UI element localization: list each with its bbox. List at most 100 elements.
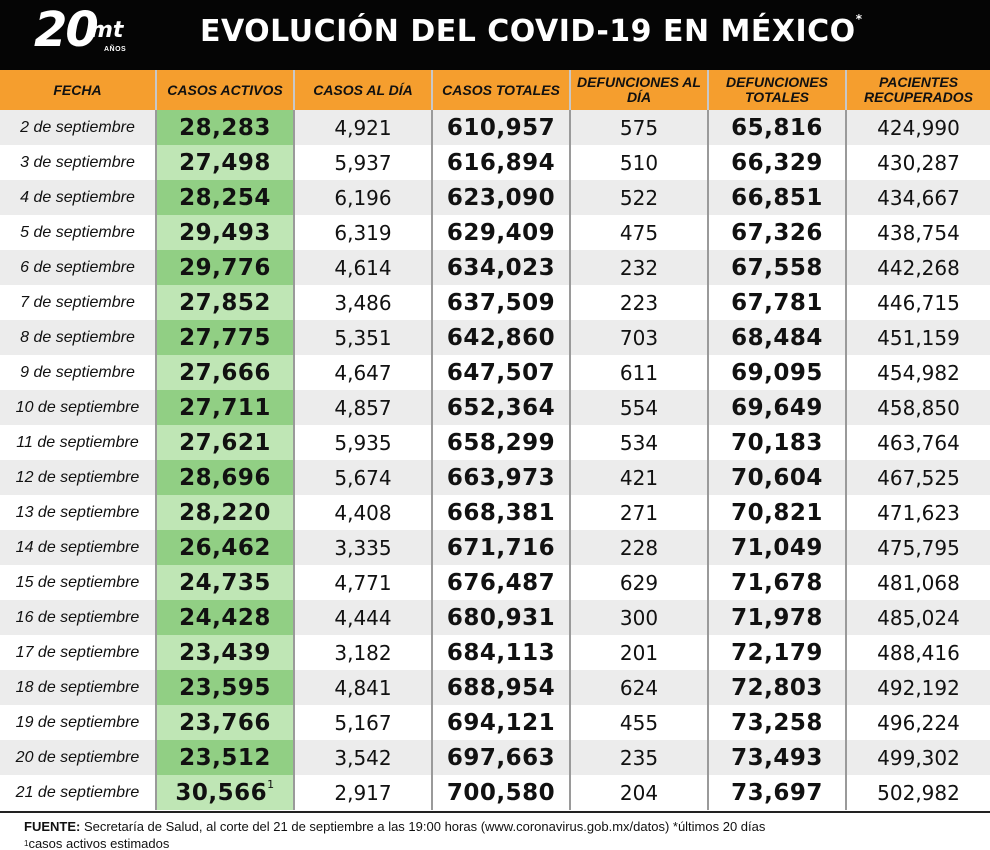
date-cell: 6 de septiembre xyxy=(0,250,156,285)
active-cases-cell: 28,220 xyxy=(155,495,294,530)
table-row: 6 de septiembre 29,776 4,614 634,023 232 67,5… xyxy=(0,250,990,285)
estimate-mark: 1 xyxy=(267,777,275,791)
page-title: EVOLUCIÓN DEL COVID-19 EN MÉXICO* xyxy=(200,12,863,49)
table-row: 5 de septiembre 29,493 6,319 629,409 475 67,3… xyxy=(0,215,990,250)
table-row: 4 de septiembre 28,254 6,196 623,090 522 66,8… xyxy=(0,180,990,215)
active-cases-cell: 27,498 xyxy=(155,145,294,180)
total-deaths-cell: 68,484 xyxy=(707,320,846,355)
total-cases-cell: 688,954 xyxy=(431,670,570,705)
recovered-cell: 463,764 xyxy=(845,425,990,460)
active-cases-cell: 28,283 xyxy=(155,110,294,145)
daily-deaths-cell: 475 xyxy=(569,215,708,250)
recovered-cell: 467,525 xyxy=(845,460,990,495)
source-label: FUENTE: xyxy=(24,819,81,834)
active-cases-cell: 29,776 xyxy=(155,250,294,285)
daily-cases-cell: 6,196 xyxy=(293,180,432,215)
total-cases-cell: 634,023 xyxy=(431,250,570,285)
total-cases-cell: 610,957 xyxy=(431,110,570,145)
date-cell: 11 de septiembre xyxy=(0,425,156,460)
recovered-cell: 442,268 xyxy=(845,250,990,285)
recovered-cell: 488,416 xyxy=(845,635,990,670)
table-row: 10 de septiembre 27,711 4,857 652,364 554 69,… xyxy=(0,390,990,425)
logo-subtext: AÑOS xyxy=(104,46,127,53)
date-cell: 13 de septiembre xyxy=(0,495,156,530)
table-row: 14 de septiembre 26,462 3,335 671,716 228 71,… xyxy=(0,530,990,565)
active-cases-cell: 28,254 xyxy=(155,180,294,215)
daily-cases-cell: 5,167 xyxy=(293,705,432,740)
recovered-cell: 481,068 xyxy=(845,565,990,600)
recovered-cell: 492,192 xyxy=(845,670,990,705)
column-header: DEFUNCIONES AL DÍA xyxy=(569,70,708,110)
table-row: 18 de septiembre 23,595 4,841 688,954 624 72,… xyxy=(0,670,990,705)
total-deaths-cell: 73,258 xyxy=(707,705,846,740)
recovered-cell: 499,302 xyxy=(845,740,990,775)
column-header: CASOS AL DÍA xyxy=(293,70,432,110)
daily-cases-cell: 5,351 xyxy=(293,320,432,355)
total-cases-cell: 642,860 xyxy=(431,320,570,355)
daily-cases-cell: 3,182 xyxy=(293,635,432,670)
recovered-cell: 451,159 xyxy=(845,320,990,355)
active-cases-cell: 27,666 xyxy=(155,355,294,390)
daily-cases-cell: 6,319 xyxy=(293,215,432,250)
date-cell: 16 de septiembre xyxy=(0,600,156,635)
column-header: PACIENTES RECUPERADOS xyxy=(845,70,990,110)
table-row: 20 de septiembre 23,512 3,542 697,663 235 73,… xyxy=(0,740,990,775)
recovered-cell: 485,024 xyxy=(845,600,990,635)
daily-deaths-cell: 611 xyxy=(569,355,708,390)
table-row: 19 de septiembre 23,766 5,167 694,121 455 73,… xyxy=(0,705,990,740)
total-cases-cell: 680,931 xyxy=(431,600,570,635)
date-cell: 9 de septiembre xyxy=(0,355,156,390)
daily-cases-cell: 4,647 xyxy=(293,355,432,390)
total-cases-cell: 697,663 xyxy=(431,740,570,775)
table-row: 17 de septiembre 23,439 3,182 684,113 201 72,… xyxy=(0,635,990,670)
date-cell: 3 de septiembre xyxy=(0,145,156,180)
total-deaths-cell: 67,326 xyxy=(707,215,846,250)
total-deaths-cell: 73,493 xyxy=(707,740,846,775)
daily-deaths-cell: 271 xyxy=(569,495,708,530)
table-row: 16 de septiembre 24,428 4,444 680,931 300 71,… xyxy=(0,600,990,635)
table-row: 13 de septiembre 28,220 4,408 668,381 271 70,… xyxy=(0,495,990,530)
active-cases-cell: 24,735 xyxy=(155,565,294,600)
total-deaths-cell: 70,183 xyxy=(707,425,846,460)
table-row: 15 de septiembre 24,735 4,771 676,487 629 71,… xyxy=(0,565,990,600)
daily-deaths-cell: 554 xyxy=(569,390,708,425)
active-cases-cell: 29,493 xyxy=(155,215,294,250)
total-cases-cell: 647,507 xyxy=(431,355,570,390)
date-cell: 2 de septiembre xyxy=(0,110,156,145)
daily-deaths-cell: 228 xyxy=(569,530,708,565)
source-line: FUENTE: Secretaría de Salud, al corte de… xyxy=(24,818,990,835)
daily-deaths-cell: 201 xyxy=(569,635,708,670)
date-cell: 7 de septiembre xyxy=(0,285,156,320)
recovered-cell: 475,795 xyxy=(845,530,990,565)
daily-deaths-cell: 629 xyxy=(569,565,708,600)
daily-deaths-cell: 232 xyxy=(569,250,708,285)
table-row: 12 de septiembre 28,696 5,674 663,973 421 70,… xyxy=(0,460,990,495)
date-cell: 19 de septiembre xyxy=(0,705,156,740)
daily-deaths-cell: 510 xyxy=(569,145,708,180)
daily-cases-cell: 4,771 xyxy=(293,565,432,600)
active-cases-cell: 28,696 xyxy=(155,460,294,495)
total-deaths-cell: 70,604 xyxy=(707,460,846,495)
active-cases-cell: 24,428 xyxy=(155,600,294,635)
daily-cases-cell: 4,444 xyxy=(293,600,432,635)
column-header: DEFUNCIONES TOTALES xyxy=(707,70,846,110)
total-deaths-cell: 69,095 xyxy=(707,355,846,390)
logo-number: 20 xyxy=(34,2,99,58)
daily-cases-cell: 5,937 xyxy=(293,145,432,180)
source-text: Secretaría de Salud, al corte del 21 de … xyxy=(80,819,766,834)
date-cell: 5 de septiembre xyxy=(0,215,156,250)
active-cases-cell: 23,439 xyxy=(155,635,294,670)
table-header-row: FECHA CASOS ACTIVOS CASOS AL DÍA CASOS TOTA… xyxy=(0,70,990,110)
milenio-tiempo-logo: 20 mt AÑOS xyxy=(30,2,140,64)
note-mark: 1 xyxy=(24,839,29,848)
date-cell: 18 de septiembre xyxy=(0,670,156,705)
note-text: casos activos estimados xyxy=(28,836,170,850)
total-cases-cell: 652,364 xyxy=(431,390,570,425)
active-cases-cell: 23,766 xyxy=(155,705,294,740)
footer-note: FUENTE: Secretaría de Salud, al corte de… xyxy=(0,811,990,850)
header-bar: 20 mt AÑOS EVOLUCIÓN DEL COVID-19 EN MÉX… xyxy=(0,0,990,70)
total-cases-cell: 658,299 xyxy=(431,425,570,460)
daily-cases-cell: 3,486 xyxy=(293,285,432,320)
daily-cases-cell: 4,841 xyxy=(293,670,432,705)
column-header: FECHA xyxy=(0,70,156,110)
